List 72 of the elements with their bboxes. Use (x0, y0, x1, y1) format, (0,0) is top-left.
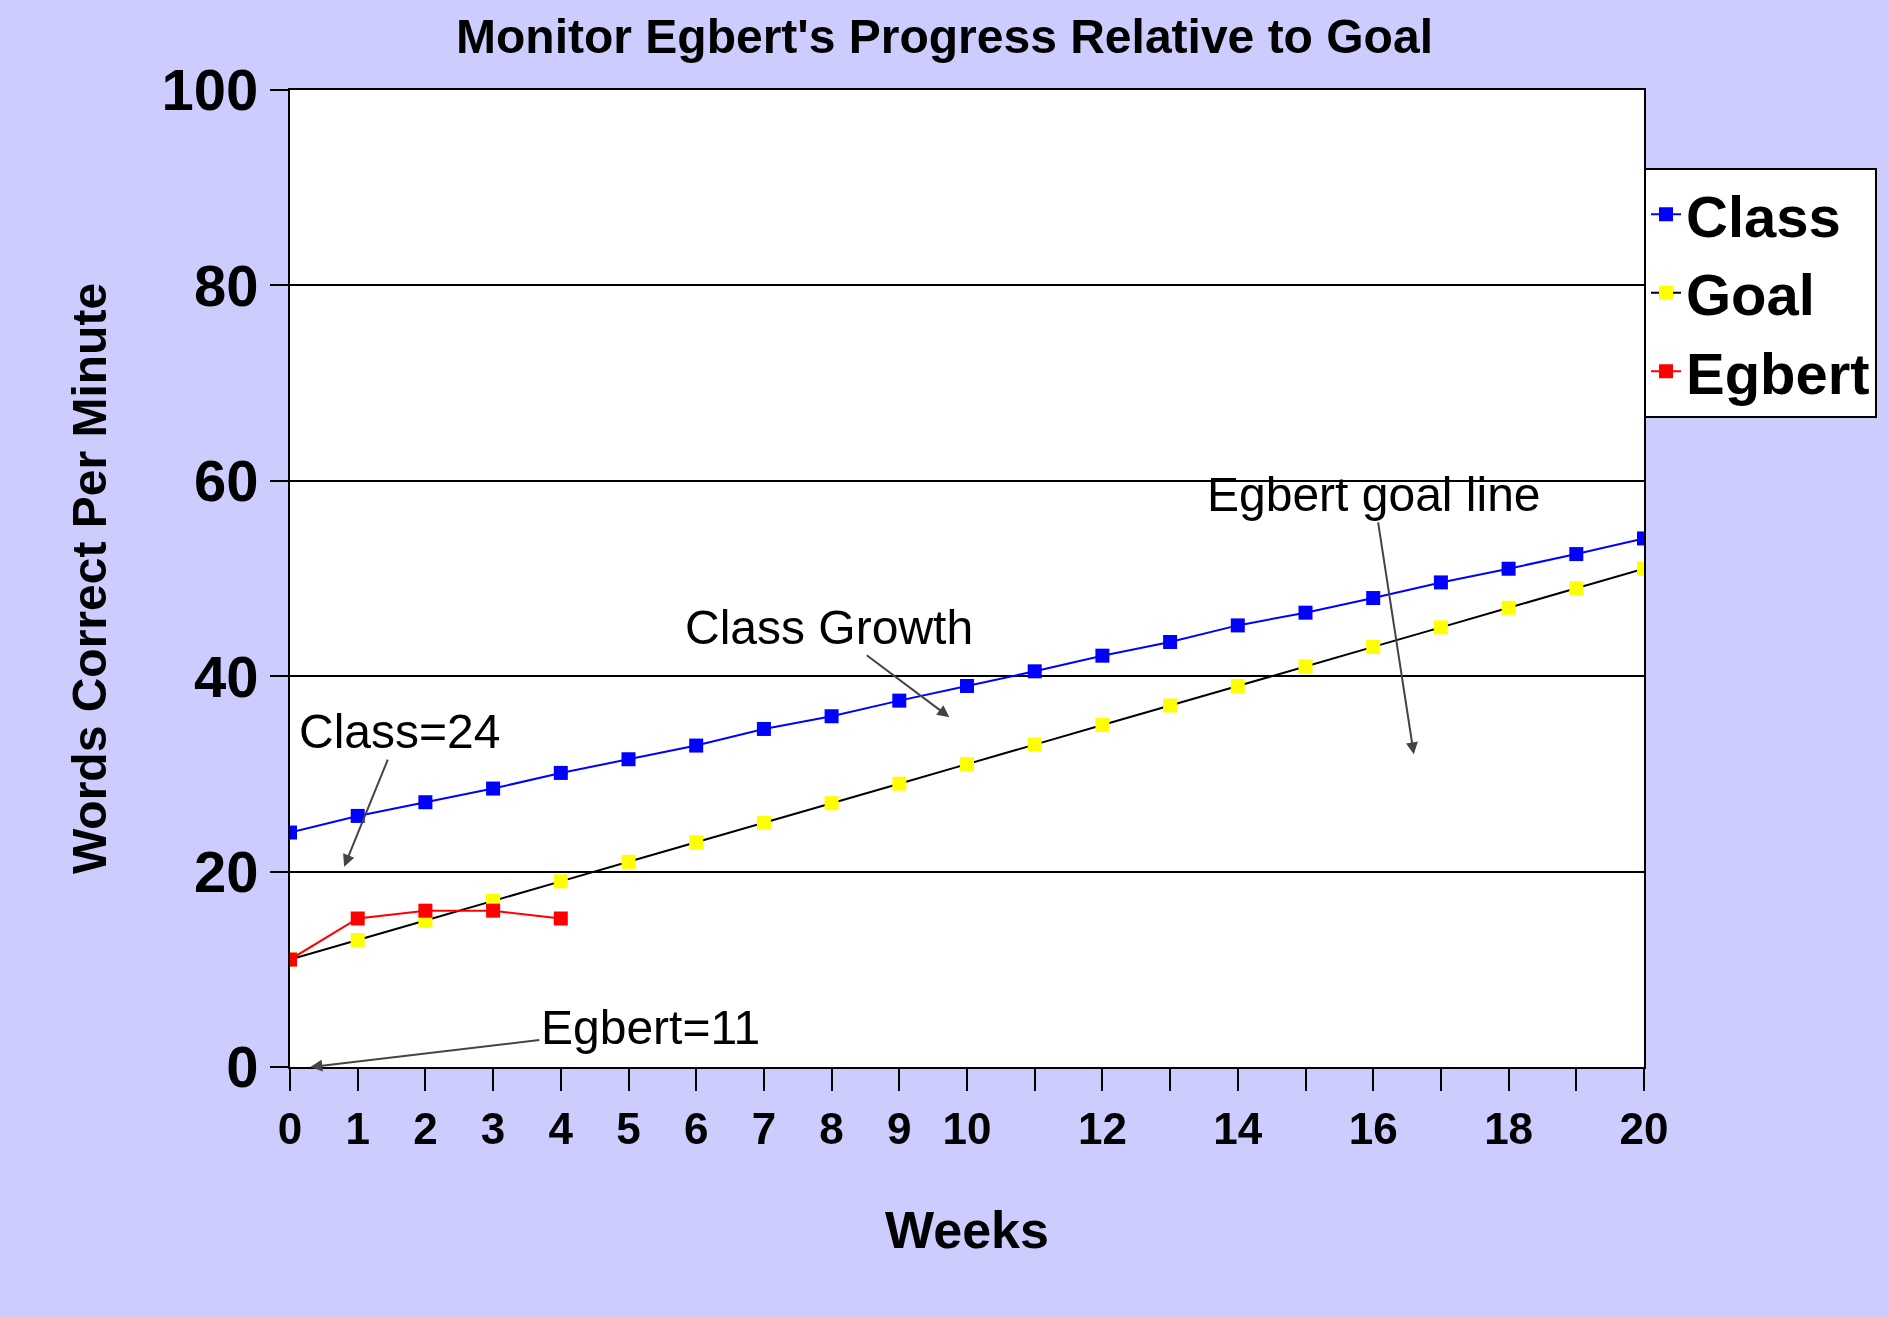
x-tick-label: 7 (751, 1103, 777, 1153)
point (756, 721, 771, 736)
point (350, 932, 365, 947)
point (1163, 698, 1178, 713)
x-tick-label: 14 (1213, 1103, 1263, 1153)
annotation: Egbert=11 (541, 1001, 761, 1054)
point (621, 752, 636, 767)
x-axis-title: Weeks (885, 1201, 1049, 1260)
y-axis-title: Words Correct Per Minute (62, 282, 116, 875)
x-tick-label: 9 (887, 1103, 912, 1153)
point (621, 854, 636, 869)
point (892, 693, 907, 708)
point (1095, 718, 1110, 733)
point (553, 911, 568, 926)
legend-label: Goal (1686, 262, 1815, 328)
x-tick-label: 10 (942, 1103, 992, 1153)
point (892, 776, 907, 791)
x-tick-label: 8 (819, 1103, 844, 1153)
point (1433, 620, 1448, 635)
point (960, 678, 974, 693)
point (553, 874, 568, 889)
chart-title: Monitor Egbert's Progress Relative to Goal (456, 10, 1433, 64)
annotation: Class Growth (685, 601, 974, 654)
x-tick-label: 1 (345, 1103, 370, 1153)
point (350, 808, 365, 823)
point (1027, 664, 1042, 679)
point (1230, 678, 1245, 693)
y-tick-label: 60 (193, 448, 259, 514)
point (1366, 591, 1381, 606)
point (824, 796, 839, 811)
point (350, 911, 365, 926)
point (1095, 648, 1110, 663)
point (418, 795, 433, 810)
point (1501, 600, 1516, 615)
y-tick-label: 20 (193, 838, 259, 904)
x-tick-label: 6 (683, 1103, 709, 1153)
x-tick-label: 20 (1619, 1103, 1669, 1153)
x-tick-label: 18 (1484, 1103, 1534, 1153)
point (1163, 635, 1178, 650)
point (960, 757, 974, 772)
point (689, 835, 704, 850)
point (1569, 581, 1584, 596)
point (486, 781, 501, 796)
x-tick-label: 16 (1348, 1103, 1398, 1153)
annotation: Class=24 (299, 705, 501, 758)
point (418, 903, 433, 918)
annotation: Egbert goal line (1207, 468, 1541, 521)
legend-label: Class (1686, 183, 1841, 249)
point (1298, 659, 1313, 674)
point (1027, 737, 1042, 752)
point (824, 709, 839, 724)
x-tick-label: 4 (548, 1103, 574, 1153)
x-tick-label: 2 (413, 1103, 438, 1153)
legend-label: Egbert (1686, 340, 1870, 406)
point (1366, 639, 1381, 654)
point (1501, 561, 1516, 576)
y-tick-label: 80 (193, 252, 259, 318)
point (1569, 547, 1584, 562)
point (756, 815, 771, 830)
x-tick-label: 3 (480, 1103, 506, 1153)
y-tick-label: 100 (161, 57, 259, 123)
x-tick-label: 5 (616, 1103, 641, 1153)
point (1230, 618, 1245, 633)
x-tick-label: 0 (277, 1103, 303, 1153)
point (689, 738, 704, 753)
point (1433, 575, 1448, 590)
x-tick-label: 12 (1077, 1103, 1127, 1153)
y-tick-label: 0 (226, 1034, 259, 1100)
point (553, 765, 568, 780)
point (486, 903, 501, 918)
y-tick-label: 40 (193, 643, 259, 709)
point (1298, 605, 1313, 620)
